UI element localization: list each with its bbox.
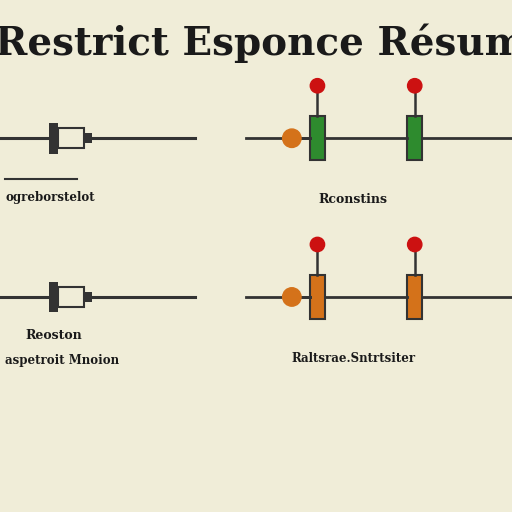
Circle shape [310,78,325,93]
Circle shape [408,238,422,252]
Bar [407,117,422,160]
Bar [49,123,58,154]
Text: Rconstins: Rconstins [319,193,388,206]
Text: Reoston: Reoston [26,329,82,342]
Text: aspetroit Mnoion: aspetroit Mnoion [5,354,119,368]
Bar [84,133,92,143]
Bar [310,117,325,160]
Bar [58,128,84,148]
Bar [310,275,325,318]
Text: Restrict Esponce Résumé: Restrict Esponce Résumé [0,23,512,62]
Bar [407,275,422,318]
Bar [58,287,84,307]
Bar [84,292,92,302]
Circle shape [408,78,422,93]
Circle shape [310,238,325,252]
Circle shape [283,129,301,147]
Text: ogreborstelot: ogreborstelot [5,190,95,204]
Bar [49,282,58,312]
Circle shape [283,288,301,306]
Text: Raltsrae.Sntrtsiter: Raltsrae.Sntrtsiter [291,352,415,365]
